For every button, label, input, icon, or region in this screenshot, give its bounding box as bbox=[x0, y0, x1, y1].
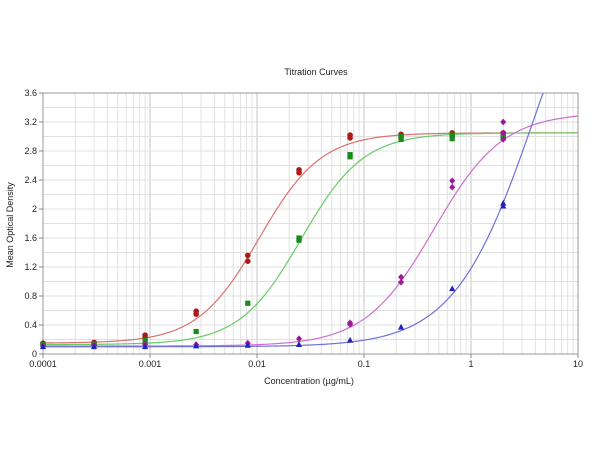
grid-layer bbox=[42, 92, 578, 355]
fit-curve-series-2 bbox=[43, 132, 578, 346]
y-tick-label: 2.8 bbox=[24, 146, 37, 156]
data-point-series-2 bbox=[296, 237, 302, 243]
y-tick-label: 2 bbox=[32, 204, 37, 214]
fit-curve-series-4 bbox=[43, 93, 544, 348]
y-tick-label: 0.4 bbox=[24, 320, 37, 330]
data-point-series-4 bbox=[295, 341, 303, 347]
x-tick-label: 0.001 bbox=[139, 359, 162, 369]
data-point-series-4 bbox=[500, 202, 507, 209]
data-point-series-4 bbox=[193, 342, 200, 349]
data-point-series-3 bbox=[296, 335, 303, 343]
data-point-series-2 bbox=[449, 132, 455, 138]
data-point-series-1 bbox=[244, 252, 251, 259]
plot-frame bbox=[42, 92, 579, 355]
data-point-series-1 bbox=[244, 258, 251, 265]
data-point-series-2 bbox=[347, 154, 353, 160]
data-point-series-3 bbox=[449, 177, 456, 185]
data-point-series-4 bbox=[142, 343, 149, 350]
data-point-series-3 bbox=[449, 183, 456, 191]
data-point-series-2 bbox=[398, 136, 404, 142]
data-point-series-4 bbox=[90, 343, 98, 350]
data-point-series-2 bbox=[245, 300, 251, 306]
x-tick-label: 0.0001 bbox=[29, 359, 57, 369]
y-tick-label: 3.6 bbox=[24, 88, 37, 98]
x-tick-label: 0.01 bbox=[248, 359, 266, 369]
data-point-series-2 bbox=[449, 136, 455, 142]
y-tick-label: 1.6 bbox=[24, 233, 37, 243]
data-point-series-1 bbox=[296, 169, 302, 176]
chart-title: Titration Curves bbox=[284, 67, 348, 77]
x-tick-label: 0.1 bbox=[358, 359, 371, 369]
data-point-series-2 bbox=[193, 328, 199, 335]
data-point-series-3 bbox=[398, 273, 405, 281]
curve-layer bbox=[43, 93, 578, 348]
data-point-series-4 bbox=[346, 336, 354, 343]
axis-layer: 0 0.4 0.8 1.2 1.6 2 2.4 2.8 3.2 3.6 0.0001 0.001 0.0… bbox=[24, 88, 583, 369]
data-point-series-2 bbox=[398, 133, 404, 140]
y-axis-title: Mean Optical Density bbox=[5, 182, 15, 268]
x-axis-title: Concentration (µg/mL) bbox=[264, 376, 354, 386]
data-point-series-3 bbox=[347, 320, 354, 328]
data-point-series-4 bbox=[39, 343, 47, 350]
data-point-series-3 bbox=[500, 129, 507, 137]
y-tick-label: 0 bbox=[32, 349, 37, 359]
data-point-series-3 bbox=[500, 136, 507, 143]
data-point-series-1 bbox=[193, 311, 199, 317]
data-point-series-3 bbox=[398, 278, 405, 286]
data-point-series-4 bbox=[244, 341, 251, 348]
y-tick-label: 1.2 bbox=[24, 262, 37, 272]
y-tick-label: 0.8 bbox=[24, 291, 37, 301]
y-tick-label: 3.2 bbox=[24, 117, 37, 127]
point-layer bbox=[39, 118, 507, 350]
data-point-series-4 bbox=[449, 285, 456, 292]
x-tick-label: 10 bbox=[573, 359, 583, 369]
y-tick-label: 2.4 bbox=[24, 175, 37, 185]
x-tick-label: 1 bbox=[468, 359, 473, 369]
data-point-series-1 bbox=[347, 135, 353, 141]
fit-curve-series-3 bbox=[43, 115, 578, 347]
data-point-series-3 bbox=[500, 118, 507, 126]
data-point-series-4 bbox=[397, 323, 405, 330]
